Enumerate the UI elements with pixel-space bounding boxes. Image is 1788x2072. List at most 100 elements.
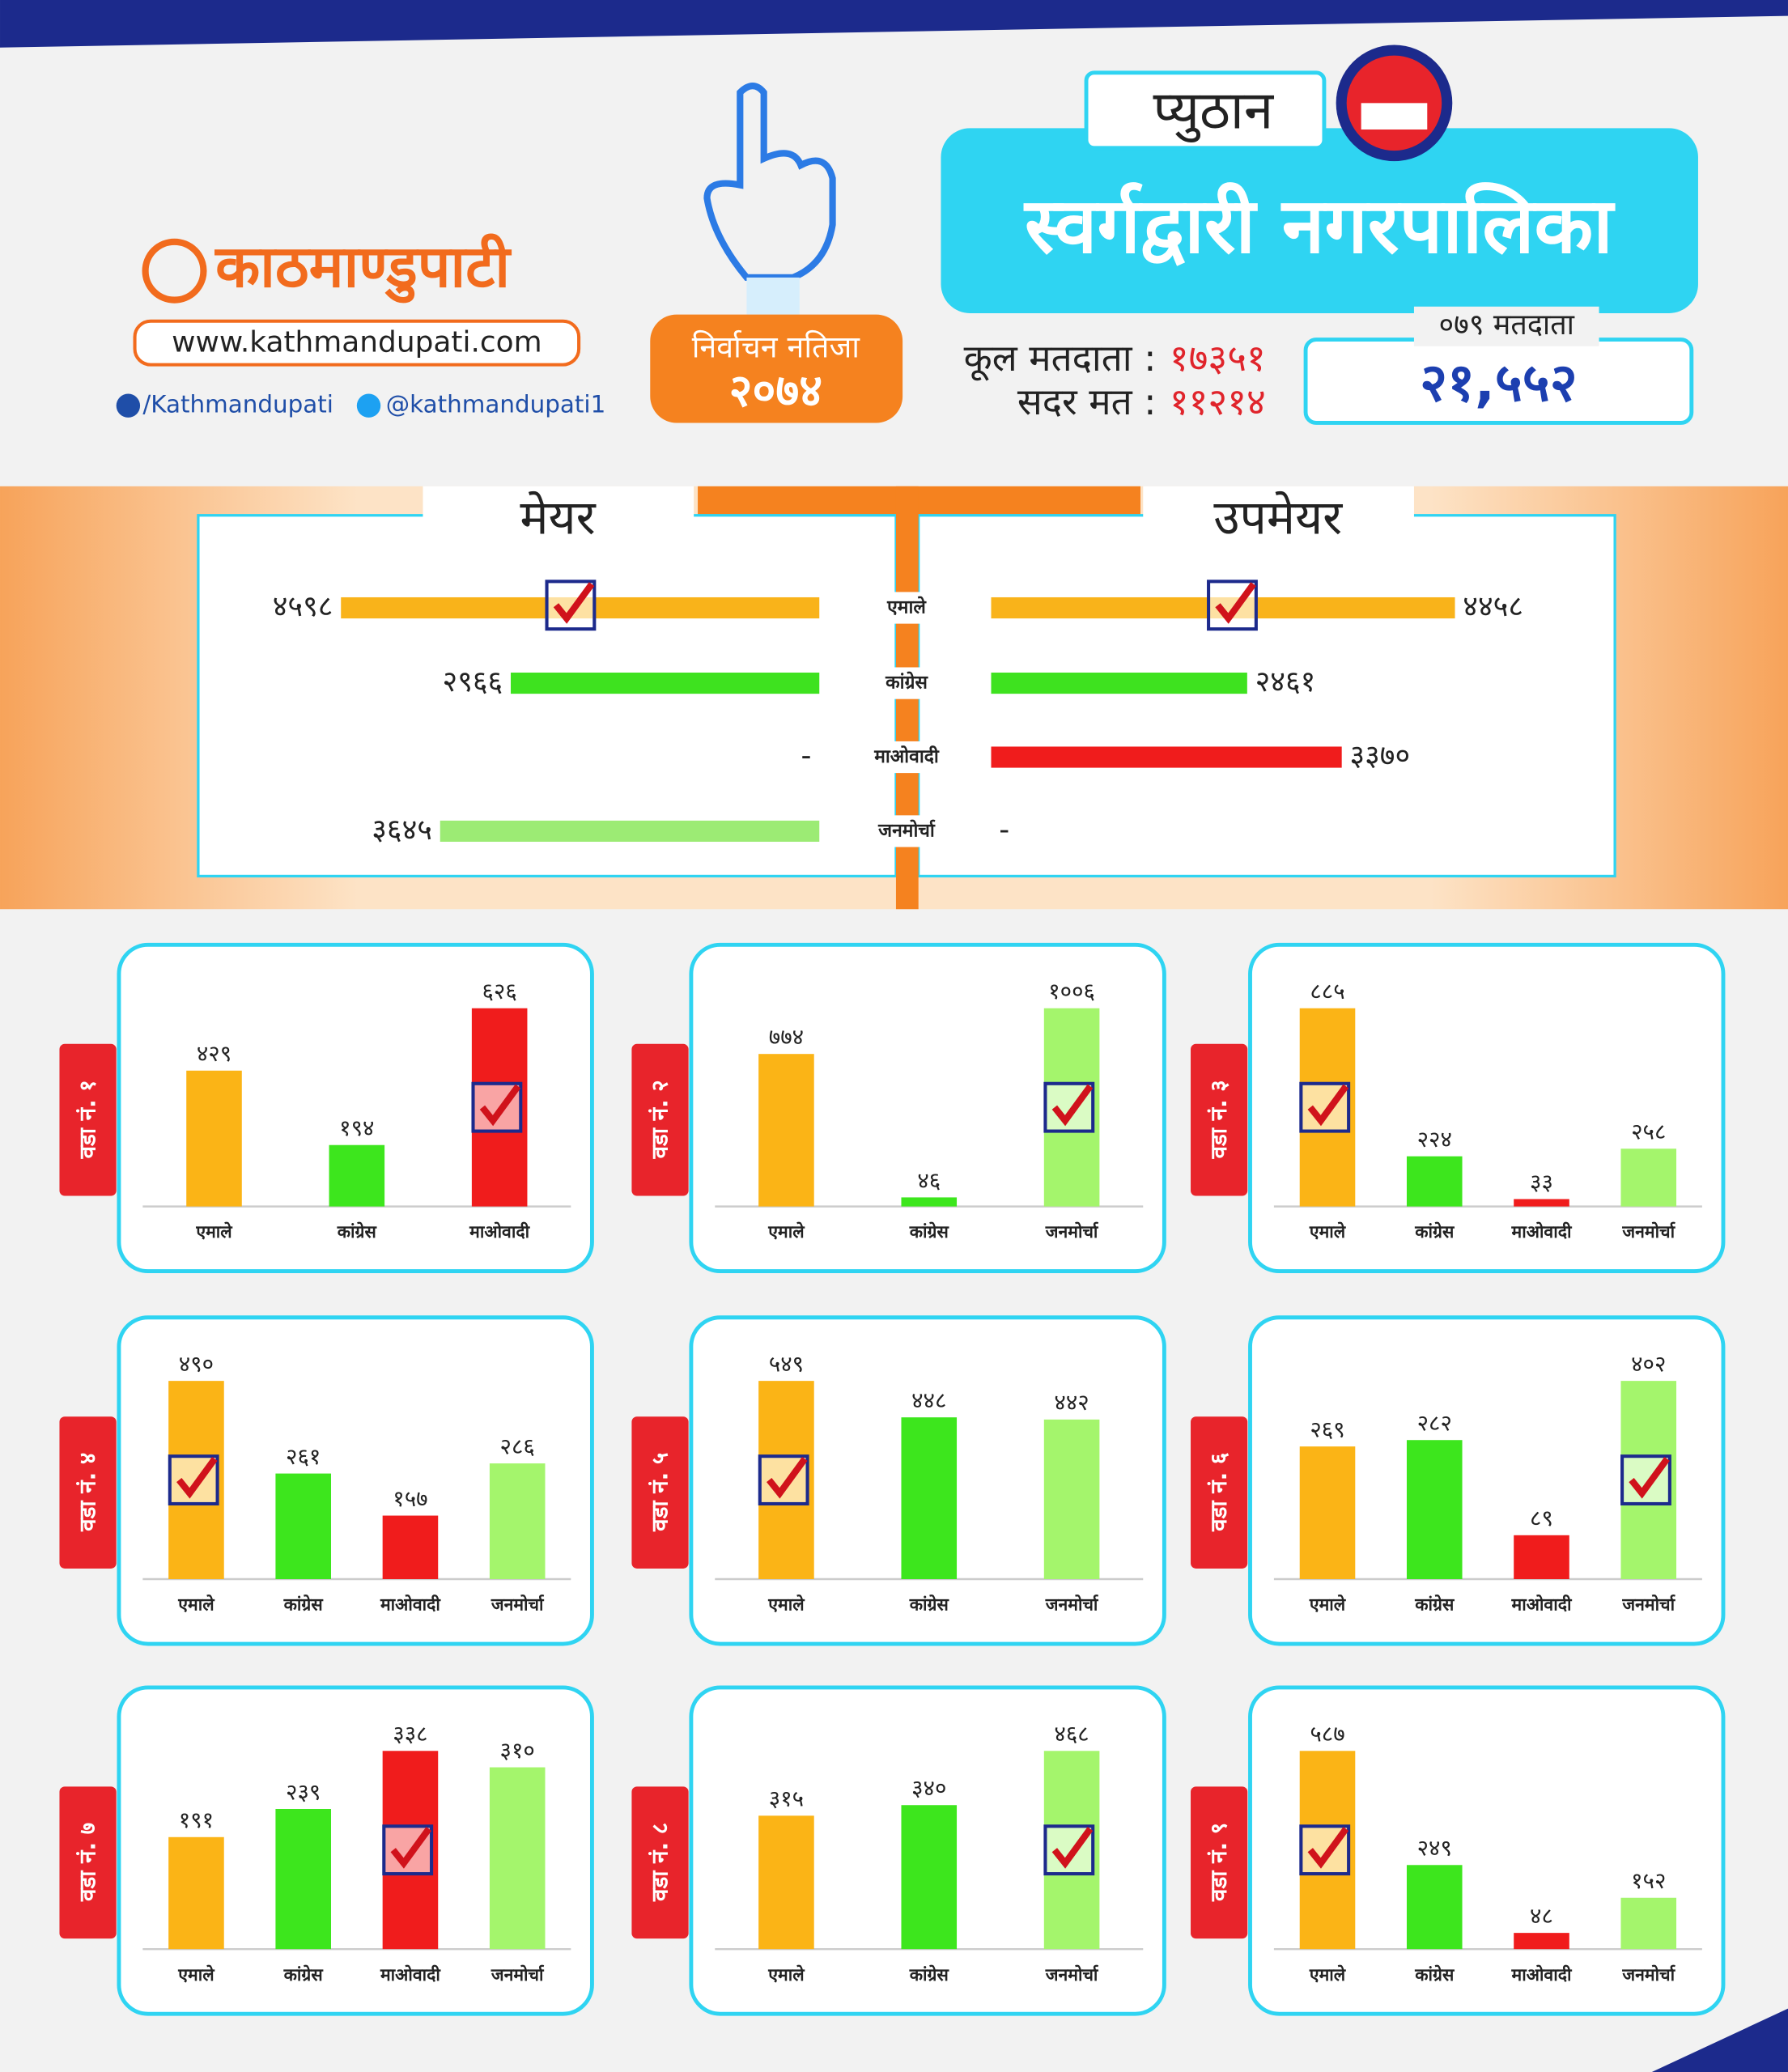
category-label: कांग्रेस [283, 1594, 325, 1616]
value-label: ५४९ [769, 1351, 804, 1378]
value-label: २६९ [1310, 1416, 1344, 1443]
category-label: माओवादी [1511, 1594, 1573, 1616]
ward-title: वडा नं. ६ [1205, 1453, 1232, 1532]
value-label: ८८५ [1310, 978, 1344, 1004]
category-label: एमाले [886, 597, 927, 618]
value-label: १००६ [1048, 978, 1095, 1004]
value-label: ८९ [1530, 1505, 1553, 1531]
bar [758, 1815, 814, 1950]
value-label: ३१५ [769, 1785, 804, 1812]
category-label: एमाले [1309, 1221, 1347, 1242]
category-label: एमाले [177, 1964, 215, 1985]
bar [1299, 1446, 1356, 1580]
ward-panel [1248, 1685, 1726, 2016]
ward-tag [59, 1043, 117, 1196]
category-label: जनमोर्चा [1621, 1221, 1675, 1242]
ward-tag [631, 1786, 689, 1939]
district: प्युठान [1153, 79, 1274, 142]
ward-tag [631, 1043, 689, 1196]
total-voters-label: कूल मतदाता : [964, 337, 1157, 381]
value-label: २८६ [500, 1433, 535, 1459]
category-label: एमाले [767, 1221, 805, 1242]
value-label: - [801, 740, 811, 773]
bar [186, 1070, 242, 1207]
ward-tag [1191, 1416, 1248, 1569]
category-label: एमाले [767, 1594, 805, 1616]
category-label: जनमोर्चा [1045, 1221, 1099, 1242]
category-label: माओवादी [1511, 1221, 1573, 1242]
winner-check-mark [767, 1457, 808, 1499]
badge-year: २०७४ [729, 365, 822, 418]
bar [275, 1808, 331, 1950]
bar [1406, 1156, 1463, 1207]
ward-panel [1248, 1315, 1726, 1646]
bar [901, 1197, 958, 1207]
ward-tag [59, 1416, 117, 1569]
ballot-box [1361, 103, 1428, 130]
bar [329, 1144, 385, 1207]
category-label: जनमोर्चा [491, 1964, 545, 1985]
bar [489, 1463, 546, 1580]
bar [1620, 1897, 1677, 1950]
value-label: ३३८ [393, 1721, 427, 1747]
bar [901, 1805, 958, 1950]
district-tab [1084, 70, 1327, 151]
ward-title: वडा नं. ९ [1205, 1823, 1232, 1902]
value-label: २९६६ [443, 665, 503, 698]
category-label: माओवादी [873, 745, 940, 767]
category-label: कांग्रेस [909, 1221, 950, 1242]
value-label: - [999, 813, 1009, 847]
category-label: कांग्रेस [909, 1964, 950, 1985]
winner-check-mark [1215, 582, 1256, 624]
category-label: एमाले [767, 1964, 805, 1985]
bar [1406, 1865, 1463, 1950]
ward-tag [1191, 1043, 1248, 1196]
category-label: जनमोर्चा [877, 819, 936, 841]
band-bar [698, 486, 1140, 516]
ward-title: वडा नं. ८ [646, 1823, 673, 1902]
ward-tag [59, 1786, 117, 1939]
bar [382, 1515, 439, 1580]
value-label: १९१ [179, 1807, 214, 1833]
bar [1406, 1440, 1463, 1580]
value-label: ४४२ [1054, 1389, 1089, 1416]
value-label: २२४ [1417, 1126, 1452, 1153]
value-label: १५२ [1631, 1867, 1666, 1894]
bar [1514, 1933, 1569, 1950]
value-label: १९४ [339, 1115, 374, 1141]
category-label: जनमोर्चा [1621, 1594, 1675, 1616]
bar [275, 1473, 331, 1580]
winner-check-mark [390, 1827, 432, 1869]
ward-panel [117, 1685, 594, 2016]
twitter-icon [356, 393, 381, 418]
category-tab [856, 592, 958, 624]
voters-079-tab [1413, 306, 1599, 346]
bar [511, 673, 820, 694]
voters-079: २१,५५२ [1420, 352, 1578, 414]
value-label: २४९ [1417, 1835, 1452, 1862]
category-label: जनमोर्चा [1045, 1964, 1099, 1985]
category-label: जनमोर्चा [491, 1594, 545, 1616]
hand-icon [703, 83, 836, 281]
winner-check-mark [1051, 1084, 1094, 1127]
value-label: २६१ [286, 1443, 321, 1470]
category-label: माओवादी [469, 1221, 530, 1242]
ward-title: वडा नं. ५ [646, 1453, 673, 1532]
value-label: ३३ [1530, 1169, 1553, 1195]
badge [650, 314, 903, 423]
ward-title: वडा नं. २ [646, 1080, 673, 1159]
bar [1514, 1535, 1569, 1580]
value-label: ४५९८ [273, 590, 333, 623]
category-label: कांग्रेस [885, 672, 928, 694]
bar [489, 1767, 546, 1950]
value-label: ४४५८ [1463, 590, 1523, 623]
value-label: ३१० [500, 1737, 535, 1764]
value-label: २३९ [286, 1778, 321, 1805]
bar [1043, 1419, 1100, 1580]
value-label: ४६ [917, 1167, 941, 1194]
value-label: २८२ [1417, 1410, 1452, 1437]
value-label: ७७४ [769, 1024, 804, 1051]
bar [758, 1054, 814, 1207]
ward-title: वडा नं. ७ [74, 1823, 100, 1902]
value-label: ४८ [1530, 1903, 1553, 1930]
